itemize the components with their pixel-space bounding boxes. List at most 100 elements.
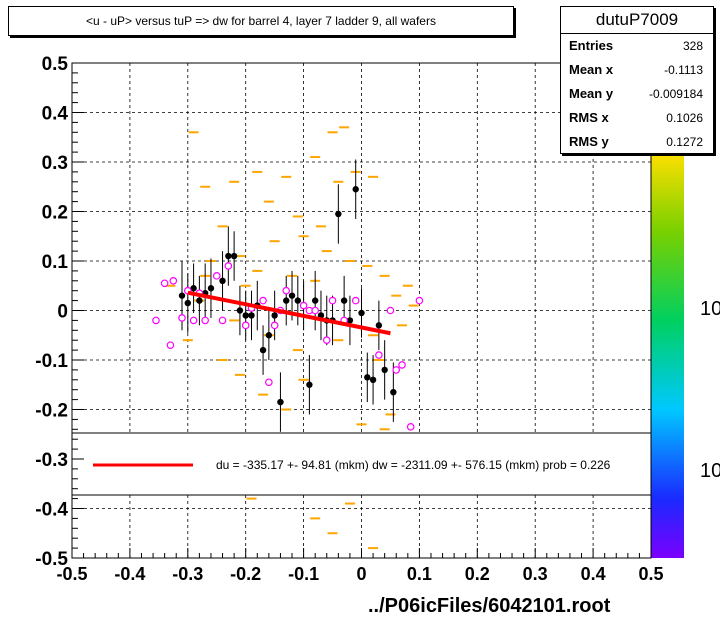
marker-point	[398, 361, 406, 369]
stats-value: 328	[682, 39, 703, 53]
marker-point	[224, 262, 233, 270]
marker-point	[299, 301, 308, 310]
profile-point	[311, 297, 319, 304]
histogram-cell	[327, 131, 338, 134]
histogram-cell	[333, 339, 344, 342]
profile-point	[381, 366, 388, 374]
y-tick-label: -0.1	[35, 351, 68, 372]
histogram-cell	[298, 378, 309, 381]
histogram-cell	[258, 393, 269, 396]
histogram-cell	[234, 255, 245, 258]
x-tick-label: 0.4	[581, 564, 606, 584]
x-tick-label: -0.3	[172, 564, 203, 584]
profile-point	[271, 312, 278, 319]
y-tick-label: 0	[57, 302, 68, 323]
marker-point	[375, 351, 383, 359]
marker-point	[169, 276, 178, 285]
x-tick-label: 0.5	[638, 564, 663, 584]
y-tick-label: 0.3	[42, 153, 68, 174]
histogram-cell	[379, 274, 390, 277]
axes: -0.5 -0.4 -0.3 -0.2 -0.1 0 0.1 0.2 0.3 0.4 0.5 0.5 0…	[35, 54, 663, 584]
profile-point	[277, 398, 284, 406]
histogram-cell	[391, 294, 402, 297]
profile-point	[283, 297, 290, 304]
histogram-cell	[217, 225, 228, 228]
stats-value: -0.1113	[664, 63, 703, 77]
profile-point	[207, 285, 215, 292]
marker-points	[152, 262, 424, 431]
profile-point	[288, 292, 296, 299]
x-tick-label: 0.1	[407, 564, 432, 584]
stats-value: 0.1026	[666, 111, 703, 125]
marker-point	[282, 286, 291, 295]
histogram-cell	[368, 334, 379, 337]
histogram-cell	[252, 269, 263, 272]
profile-point	[178, 292, 186, 299]
y-tick-label: -0.5	[35, 549, 68, 570]
histogram-cell	[281, 408, 292, 411]
histogram-cell	[310, 156, 321, 159]
stats-label: Mean x	[569, 62, 614, 77]
histogram-cell	[344, 260, 355, 262]
marker-point	[351, 296, 360, 305]
y-tick-label: -0.4	[35, 500, 68, 521]
stats-label: Mean y	[569, 86, 614, 101]
profile-point	[306, 381, 313, 388]
histogram-cell	[292, 349, 303, 352]
histogram-cell	[234, 373, 245, 376]
x-tick-label: 0.2	[465, 564, 490, 584]
histogram-cell	[263, 200, 274, 203]
x-tick-label: -0.5	[56, 564, 87, 584]
profile-point	[236, 307, 244, 314]
histogram-cell	[385, 413, 396, 416]
x-tick-label: -0.2	[230, 564, 261, 584]
histogram-cell	[240, 284, 251, 287]
profile-point	[259, 346, 267, 354]
profile-point	[346, 317, 354, 324]
profile-point	[184, 299, 191, 307]
histogram-cell	[246, 497, 257, 500]
histogram-cell	[252, 170, 263, 173]
marker-point	[265, 378, 273, 387]
stats-row: Entries 328	[561, 34, 713, 58]
profile-point	[248, 312, 255, 319]
marker-point	[392, 366, 401, 374]
marker-point	[152, 316, 160, 325]
stats-title: dutuP7009	[561, 7, 713, 34]
histogram-cell	[408, 304, 419, 307]
profile-point	[340, 297, 348, 304]
histogram-cell	[269, 240, 280, 243]
profile-point	[390, 388, 397, 396]
profile-point	[242, 312, 249, 319]
marker-point	[218, 316, 227, 325]
marker-point	[241, 321, 250, 330]
fit-line	[187, 290, 391, 336]
profile-point	[196, 297, 203, 304]
marker-point	[415, 296, 424, 305]
stats-row: Mean x -0.1113	[561, 58, 713, 82]
stats-label: RMS x	[569, 110, 609, 125]
stats-row: RMS x 0.1026	[561, 106, 713, 130]
histogram-cell	[281, 175, 292, 178]
palette-label: 10	[700, 298, 720, 320]
x-tick-label: -0.4	[114, 564, 145, 584]
histogram-cell	[200, 185, 211, 188]
histogram-cell	[229, 319, 240, 322]
marker-point	[178, 314, 186, 322]
marker-point	[166, 341, 175, 349]
histogram-cell	[402, 284, 413, 287]
marker-point	[386, 306, 395, 315]
y-tick-label: -0.3	[35, 450, 68, 471]
histogram-cell	[298, 235, 309, 238]
profile-point	[358, 309, 365, 317]
chart-title: <u - uP> versus tuP => dw for barrel 4, …	[8, 6, 514, 36]
profile-point	[265, 332, 273, 339]
stats-label: Entries	[569, 38, 614, 53]
profile-point	[230, 252, 238, 260]
marker-point	[328, 296, 337, 305]
marker-point	[311, 306, 319, 315]
stats-row: RMS y 0.1272	[561, 130, 713, 154]
profile-point	[335, 210, 342, 218]
histogram-cell	[229, 180, 240, 183]
